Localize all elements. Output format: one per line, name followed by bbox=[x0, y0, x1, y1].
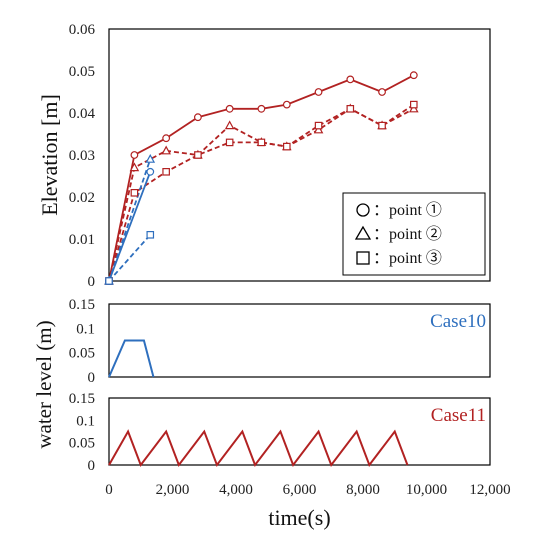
x-tick-label: 8,000 bbox=[346, 482, 380, 498]
y-tick-label: 0.05 bbox=[69, 346, 95, 362]
y-tick-label: 0.15 bbox=[69, 391, 95, 407]
case10-plot-frame bbox=[108, 303, 491, 378]
x-ticks: 0 2,000 4,000 6,000 8,000 10,000 12,000 bbox=[105, 482, 510, 498]
data-point-square bbox=[314, 121, 323, 130]
data-point-triangle bbox=[161, 145, 171, 155]
data-point-circle bbox=[378, 88, 386, 96]
legend-label: ：point ① bbox=[373, 201, 442, 219]
y-tick-label: 0 bbox=[88, 370, 96, 386]
case10-water-level-chart: 0 0.05 0.1 0.15 Case10 bbox=[69, 297, 491, 386]
y-tick-label: 0.04 bbox=[69, 106, 96, 122]
x-tick-label: 6,000 bbox=[283, 482, 317, 498]
data-point-triangle bbox=[129, 162, 140, 172]
x-tick-label: 0 bbox=[105, 482, 113, 498]
y-tick-label: 0.01 bbox=[69, 232, 95, 248]
case11-label: Case11 bbox=[431, 405, 486, 426]
case11-plot-frame bbox=[108, 397, 491, 466]
elevation-y-ticks: 0 0.01 0.02 0.03 0.04 0.05 0.06 bbox=[69, 22, 96, 290]
data-point-circle bbox=[130, 151, 139, 159]
data-point-triangle bbox=[145, 153, 156, 163]
x-tick-label: 12,000 bbox=[469, 482, 510, 498]
elevation-chart: 00.010.020.030.040.050.06 Elevation [m] … bbox=[37, 22, 491, 290]
legend-symbol-square bbox=[356, 251, 370, 265]
x-tick-label: 4,000 bbox=[219, 482, 253, 498]
data-point-circle bbox=[146, 167, 155, 176]
data-point-square bbox=[257, 138, 266, 147]
case10-y-ticks: 0 0.05 0.1 0.15 bbox=[69, 297, 95, 386]
x-tick-label: 10,000 bbox=[406, 482, 447, 498]
data-point-circle bbox=[257, 104, 266, 113]
y-tick-label: 0.1 bbox=[76, 413, 95, 429]
series-line-case10-square bbox=[108, 234, 151, 282]
case10-water-level-line bbox=[108, 339, 155, 378]
data-point-circle bbox=[162, 134, 171, 143]
data-point-circle bbox=[193, 113, 202, 122]
legend: ：point ① ：point ② ：point ③ bbox=[342, 192, 486, 276]
y-tick-label: 0.03 bbox=[69, 148, 95, 164]
y-tick-label: 0.05 bbox=[69, 64, 95, 80]
data-point-square bbox=[162, 168, 170, 176]
data-point-circle bbox=[409, 71, 418, 80]
elevation-y-axis-label: Elevation [m] bbox=[37, 94, 62, 216]
data-point-circle bbox=[225, 104, 234, 113]
elevation-plot-frame bbox=[108, 28, 491, 282]
case11-water-level-chart: 0 0.05 0.1 0.15 0 2,000 4,000 6,000 8,000 10,000… bbox=[69, 391, 511, 530]
water-level-y-axis-label: water level (m) bbox=[32, 320, 56, 448]
data-point-circle bbox=[346, 75, 355, 84]
y-tick-label: 0 bbox=[88, 274, 96, 290]
y-tick-label: 0.06 bbox=[69, 22, 96, 38]
data-point-square bbox=[283, 142, 291, 151]
data-point-circle bbox=[282, 100, 291, 109]
case11-y-ticks: 0 0.05 0.1 0.15 bbox=[69, 391, 95, 474]
elevation-series bbox=[104, 71, 419, 285]
data-point-circle bbox=[314, 88, 323, 96]
y-tick-label: 0.15 bbox=[69, 297, 95, 313]
x-axis-label: time(s) bbox=[268, 505, 330, 530]
y-tick-label: 0.02 bbox=[69, 190, 95, 206]
case10-label: Case10 bbox=[430, 311, 486, 332]
series-line-case10-triangle bbox=[108, 158, 152, 282]
data-point-triangle bbox=[224, 120, 235, 130]
legend-label: ：point ② bbox=[373, 225, 442, 243]
series-line-case11-triangle bbox=[108, 107, 415, 282]
y-tick-label: 0 bbox=[88, 458, 96, 474]
legend-label: ：point ③ bbox=[373, 249, 442, 267]
data-point-square bbox=[146, 231, 155, 239]
data-point-square bbox=[346, 104, 355, 113]
data-point-square bbox=[130, 189, 139, 197]
case11-water-level-line bbox=[108, 429, 409, 468]
x-tick-label: 2,000 bbox=[156, 482, 190, 498]
data-point-square bbox=[410, 100, 418, 109]
y-tick-label: 0.1 bbox=[76, 321, 95, 337]
data-point-square bbox=[194, 151, 202, 159]
legend-symbol-triangle bbox=[354, 225, 372, 240]
legend-symbol-circle bbox=[356, 203, 370, 217]
data-point-square bbox=[225, 138, 234, 147]
data-point-square bbox=[105, 277, 113, 285]
y-tick-label: 0.05 bbox=[69, 436, 95, 452]
data-point-square bbox=[378, 121, 386, 130]
